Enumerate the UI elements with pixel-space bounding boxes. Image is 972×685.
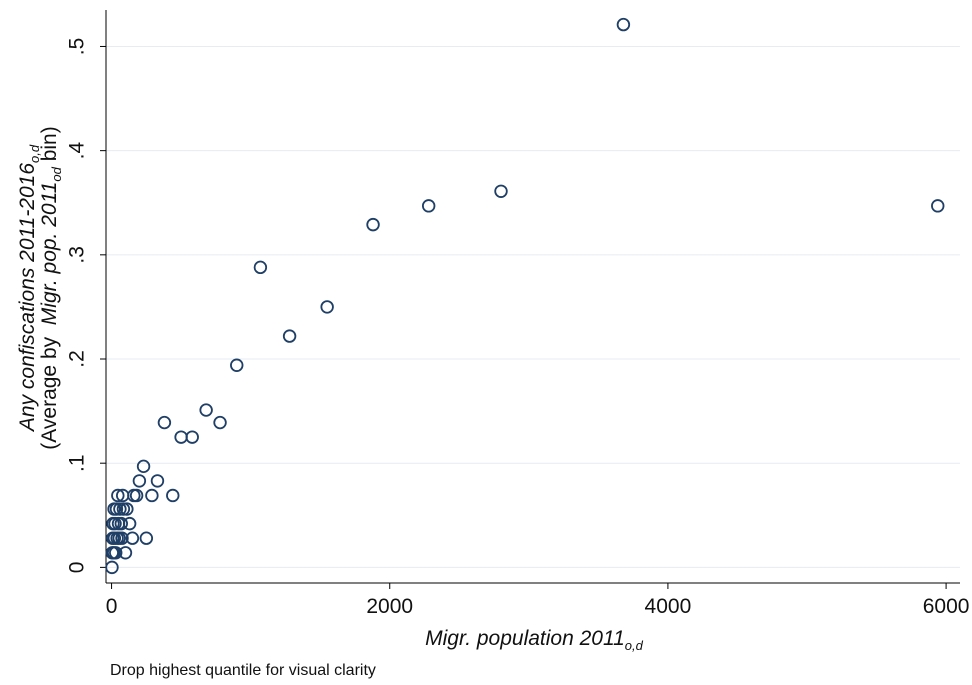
y-axis-title-line1: Any confiscations 2011-2016o,d [16,144,42,433]
y-axis-title-line2-suffix: bin) [38,126,61,167]
data-point [616,17,631,32]
data-point [122,516,137,531]
y-axis-ticks: 0 .1 .2 .3 .4 .5 [65,38,106,574]
data-point [116,502,131,516]
x-tick-label: 0 [106,595,118,618]
y-tick-label: .2 [65,350,88,368]
y-axis-title-line1-subscript: o,d [27,144,42,163]
data-point [139,531,154,545]
x-axis-title: Migr. population 2011o,d [425,627,643,653]
data-point [174,430,188,444]
y-tick-label: .1 [65,454,88,472]
x-axis-title-subscript: o,d [625,638,644,653]
data-point [125,531,140,545]
data-point [109,546,123,560]
data-point [230,358,244,372]
y-axis-title: Any confiscations 2011-2016o,d (Average … [16,126,64,449]
y-tick-label: .4 [65,142,88,160]
data-point [145,488,159,503]
data-point [115,531,129,545]
data-point [199,403,213,417]
data-point [366,217,380,232]
data-point [136,459,151,474]
x-tick-label: 4000 [645,595,692,618]
y-axis-title-line2-prefix: (Average by [38,325,61,450]
y-axis-title-line2: (Average by Migr. pop. 2011od bin) [38,126,64,449]
y-tick-label: .5 [65,38,88,56]
data-point [157,415,172,430]
data-point [108,516,122,531]
chart-note: Drop highest quantile for visual clarity [110,662,376,679]
x-tick-label: 2000 [366,595,413,618]
y-axis-title-line2-subscript: od [49,166,64,181]
data-point [282,329,297,343]
data-point [185,430,199,444]
data-point [213,415,227,430]
data-point [114,516,128,531]
x-axis-ticks: 0 2000 4000 6000 [106,583,970,618]
y-tick-label: 0 [65,562,88,574]
data-point [320,300,334,314]
data-point [120,502,134,516]
data-point [105,560,119,575]
data-point [253,260,268,275]
gridlines [106,45,960,568]
data-point [132,474,147,488]
y-tick-label: .3 [65,246,88,264]
data-point [129,488,144,503]
data-point [421,199,436,213]
data-point [111,488,125,503]
data-point [118,546,133,560]
data-point [150,474,165,488]
data-point [931,199,945,213]
data-point [494,184,508,198]
x-tick-label: 6000 [923,595,970,618]
data-points [105,17,945,575]
y-axis-title-line2-italic: Migr. pop. 2011 [38,182,61,326]
y-axis-title-line1-main: Any confiscations 2011-2016 [16,163,39,433]
data-point [113,502,127,516]
data-point [166,488,180,503]
x-axis-title-main: Migr. population 2011 [425,627,625,650]
data-point [109,502,124,516]
